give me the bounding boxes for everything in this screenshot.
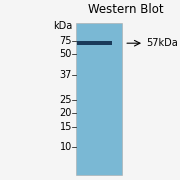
- Text: 57kDa: 57kDa: [146, 38, 177, 48]
- Text: 37: 37: [60, 70, 72, 80]
- Text: Western Blot: Western Blot: [88, 3, 164, 16]
- Bar: [76, 23, 122, 175]
- Text: 50: 50: [60, 49, 72, 59]
- Text: 15: 15: [60, 122, 72, 132]
- Text: 20: 20: [60, 107, 72, 118]
- Text: kDa: kDa: [53, 21, 72, 31]
- Bar: [77, 41, 112, 45]
- Text: 25: 25: [60, 95, 72, 105]
- Text: 75: 75: [60, 35, 72, 46]
- Text: 10: 10: [60, 142, 72, 152]
